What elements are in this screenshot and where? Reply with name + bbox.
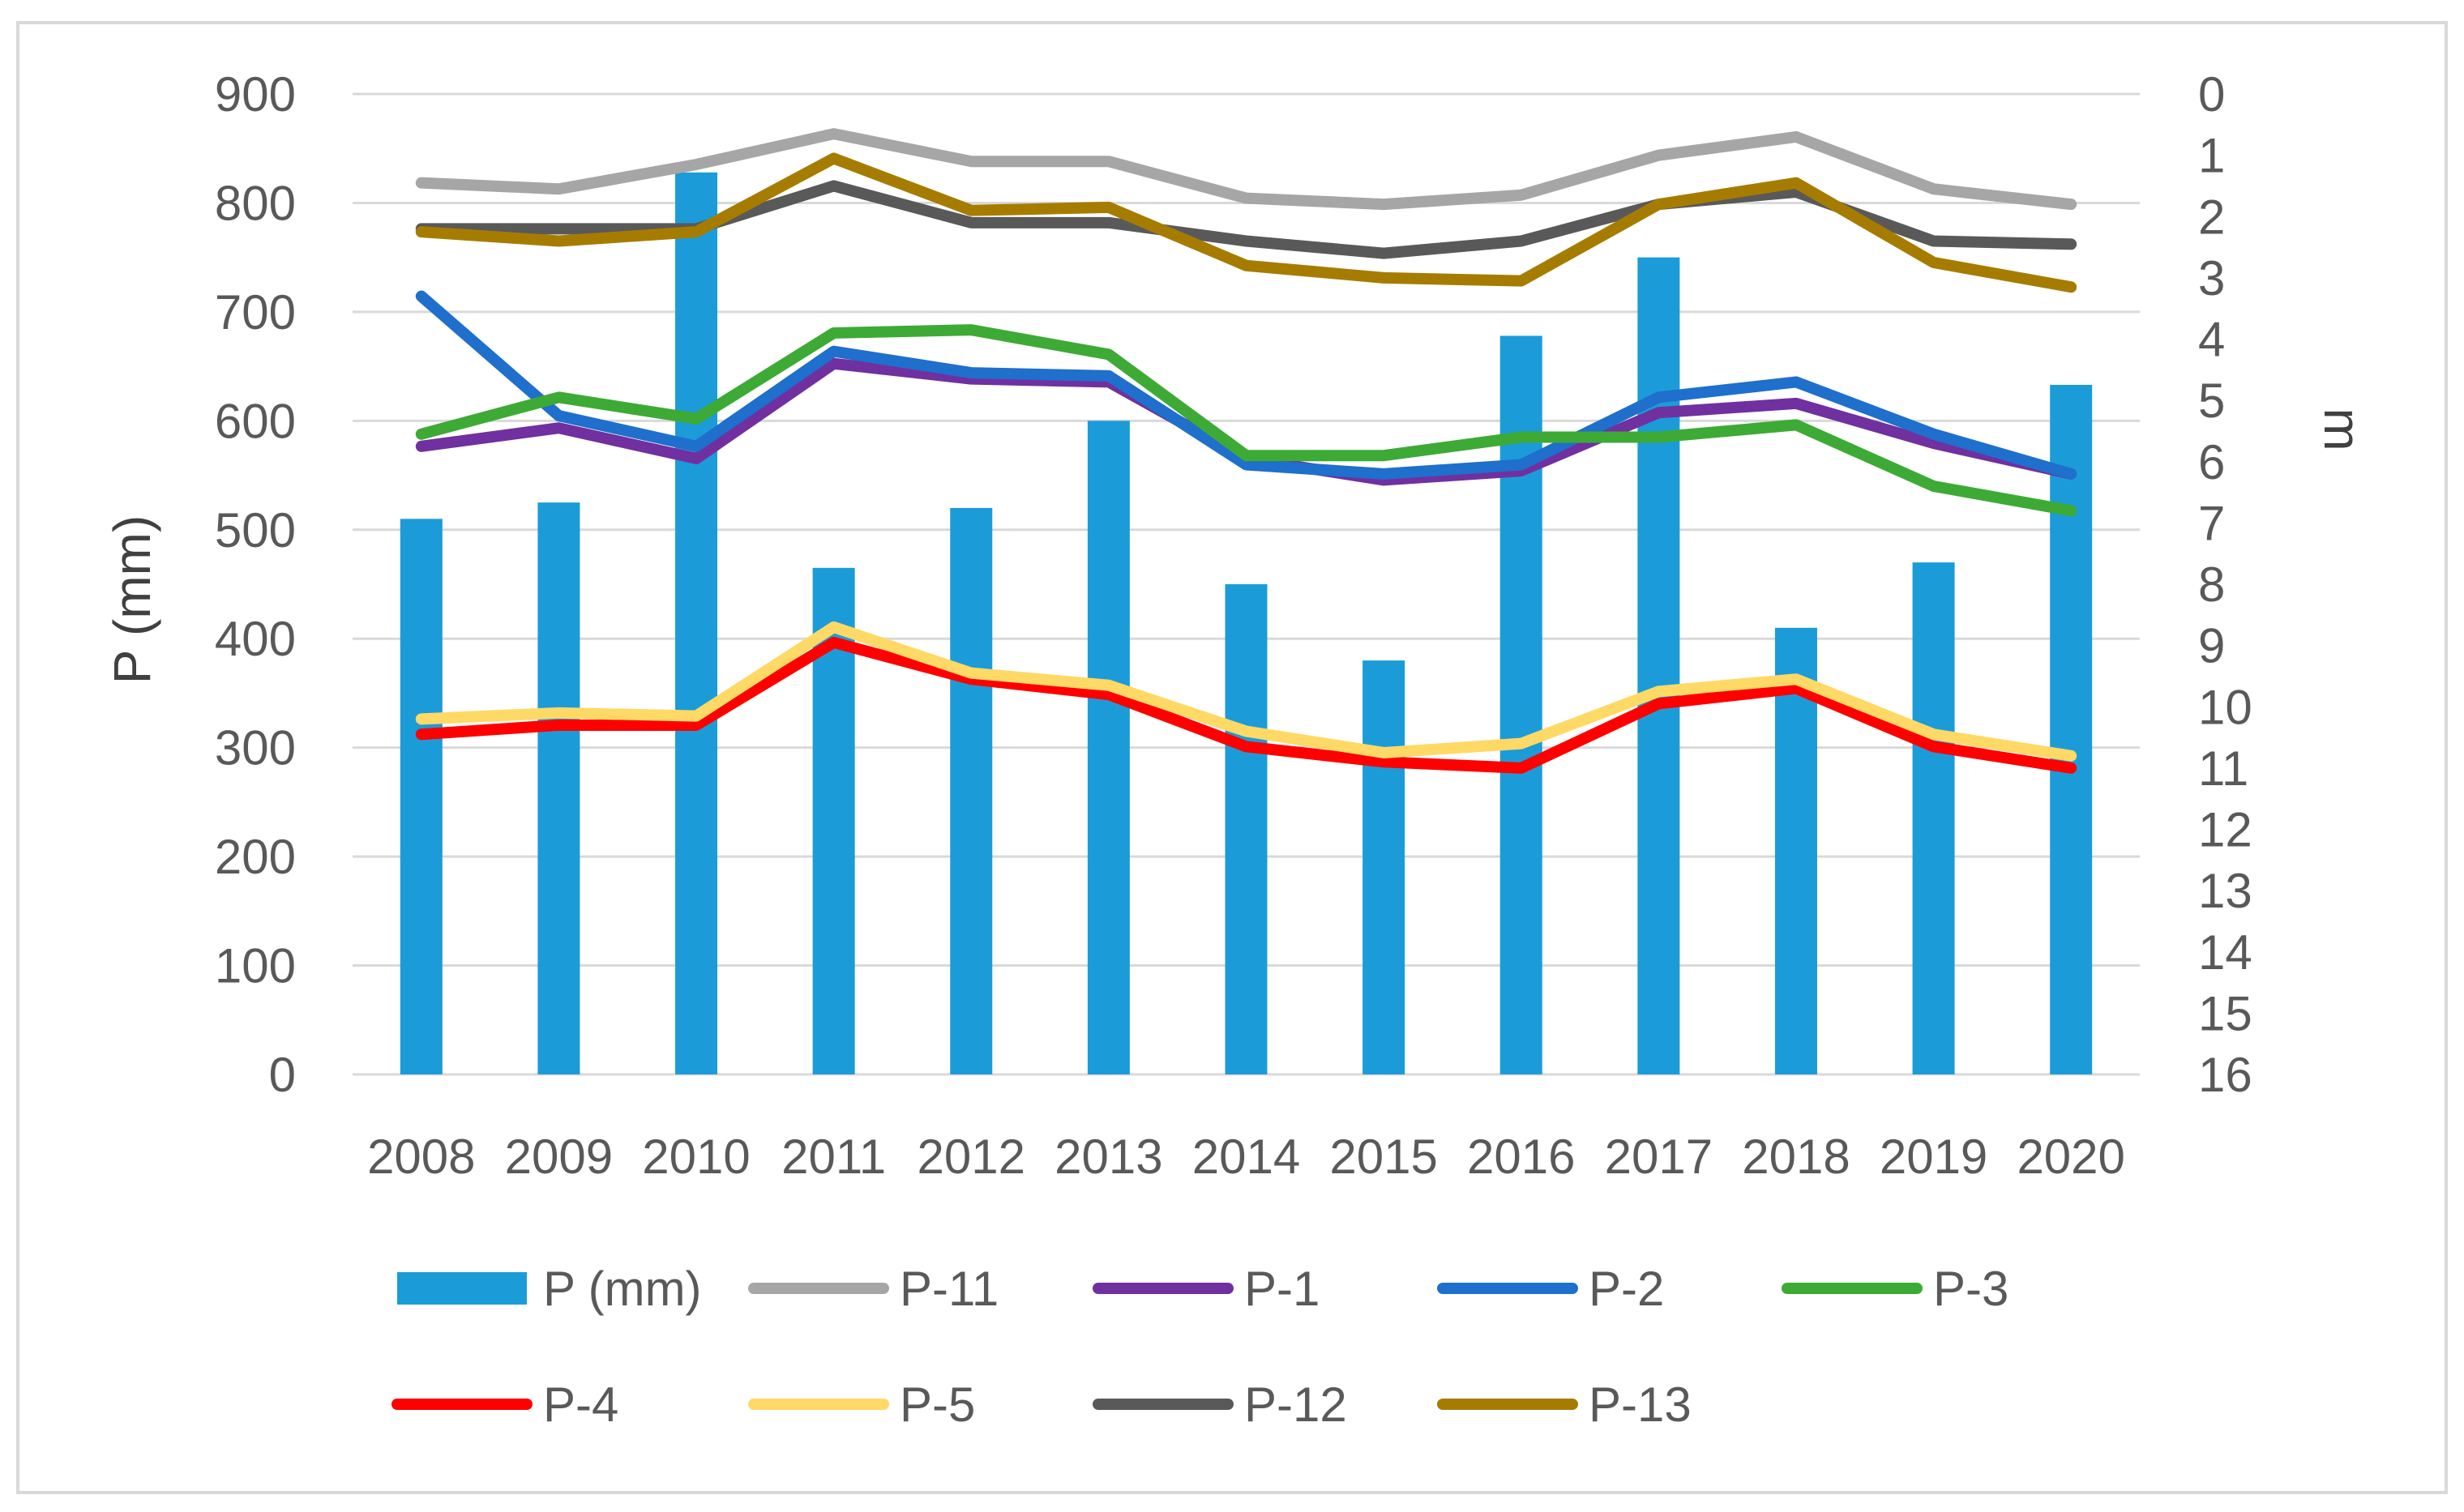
series-line	[415, 152, 2077, 293]
legend-label: P-2	[1589, 1262, 1664, 1316]
series-p-5	[415, 621, 2077, 762]
bar	[537, 502, 580, 1074]
y-left-tick-label: 600	[215, 394, 296, 448]
x-tick-label: 2011	[781, 1130, 886, 1184]
x-tick-label: 2012	[918, 1130, 1025, 1184]
legend-label: P-1	[1244, 1262, 1320, 1316]
bar	[950, 507, 993, 1074]
y-right-tick-label: 15	[2198, 986, 2252, 1040]
legend: P (mm) P-11 P-1 P-2 P-3 P-4 P-5 P-12 P-13	[391, 1262, 2008, 1432]
y-right-tick-label: 2	[2198, 190, 2225, 244]
bar	[1499, 335, 1542, 1074]
legend-label: P-12	[1244, 1377, 1347, 1432]
series-p-13	[415, 152, 2077, 293]
y-right-tick-label: 5	[2198, 374, 2225, 428]
legend-item: P-11	[748, 1262, 999, 1316]
legend-label: P-13	[1589, 1377, 1692, 1432]
series-line	[415, 290, 2077, 480]
legend-item: P-2	[1437, 1262, 1664, 1316]
x-tick-label: 2013	[1054, 1130, 1162, 1184]
legend-label: P-4	[543, 1377, 618, 1432]
bar	[675, 172, 718, 1074]
bar	[2050, 384, 2093, 1074]
y-left-tick-label: 200	[215, 830, 296, 884]
bar	[1637, 257, 1680, 1075]
series-line	[415, 636, 2077, 774]
y-left-tick-label: 0	[269, 1048, 296, 1102]
legend-label: P-3	[1933, 1262, 2008, 1316]
y-right-tick-label: 0	[2198, 67, 2225, 122]
legend-label: P (mm)	[543, 1262, 702, 1316]
x-tick-label: 2017	[1605, 1130, 1713, 1184]
legend-item: P-1	[1093, 1262, 1320, 1316]
legend-item: P-4	[391, 1377, 618, 1432]
x-tick-label: 2014	[1192, 1130, 1300, 1184]
bar	[1912, 562, 1955, 1074]
legend-item: P-3	[1782, 1262, 2008, 1316]
y-right-tick-label: 8	[2198, 557, 2225, 612]
line-series	[415, 128, 2077, 774]
y-right-tick-label: 4	[2198, 313, 2225, 367]
y-right-tick-label: 3	[2198, 251, 2225, 305]
y-right-tick-label: 1	[2198, 129, 2225, 183]
x-tick-label: 2008	[367, 1130, 475, 1184]
y-right-tick-label: 6	[2198, 435, 2225, 489]
y-axis-left: 0 100 200 300 400 500 600 700 800 900	[215, 67, 296, 1102]
x-tick-label: 2016	[1467, 1130, 1575, 1184]
y-left-tick-label: 400	[215, 612, 296, 666]
y-left-tick-label: 700	[215, 285, 296, 340]
y-left-tick-label: 500	[215, 503, 296, 557]
series-p-11	[415, 128, 2077, 211]
legend-label: P-5	[900, 1377, 975, 1432]
y-left-tick-label: 100	[215, 939, 296, 993]
series-p-2	[415, 290, 2077, 480]
legend-item: P-12	[1093, 1377, 1347, 1432]
x-tick-label: 2010	[642, 1130, 750, 1184]
legend-item: P (mm)	[397, 1262, 702, 1316]
bar	[1225, 584, 1268, 1074]
x-tick-label: 2018	[1742, 1130, 1850, 1184]
series-p-4	[415, 636, 2077, 774]
x-axis: 2008 2009 2010 2011 2012 2013 2014 2015 2016 2017…	[367, 1130, 2125, 1184]
y-right-tick-label: 12	[2198, 803, 2252, 857]
bar	[1362, 660, 1405, 1074]
x-tick-label: 2019	[1880, 1130, 1987, 1184]
y-left-tick-label: 800	[215, 176, 296, 230]
series-line	[415, 621, 2077, 762]
y-right-tick-label: 13	[2198, 864, 2252, 918]
bar	[1087, 421, 1130, 1074]
series-line	[415, 324, 2077, 517]
y-right-tick-label: 14	[2198, 925, 2252, 980]
legend-label: P-11	[900, 1262, 999, 1316]
x-tick-label: 2020	[2017, 1130, 2124, 1184]
y-right-tick-label: 9	[2198, 619, 2225, 673]
series-p-3	[415, 324, 2077, 517]
series-line	[415, 128, 2077, 211]
y-axis-left-title: P (mm)	[103, 515, 161, 685]
y-left-tick-label: 300	[215, 721, 296, 775]
bar	[1774, 627, 1817, 1074]
bar	[400, 519, 443, 1074]
bar-series	[400, 172, 2093, 1075]
y-right-tick-label: 11	[2198, 741, 2248, 796]
legend-item: P-13	[1437, 1377, 1692, 1432]
y-right-tick-label: 7	[2198, 496, 2225, 550]
y-axis-right-title: m	[2313, 408, 2372, 451]
legend-swatch	[397, 1272, 527, 1305]
y-right-tick-label: 16	[2198, 1048, 2252, 1102]
y-right-tick-label: 10	[2198, 680, 2252, 734]
y-left-tick-label: 900	[215, 67, 296, 122]
x-tick-label: 2009	[505, 1130, 613, 1184]
x-tick-label: 2015	[1329, 1130, 1437, 1184]
legend-item: P-5	[748, 1377, 975, 1432]
